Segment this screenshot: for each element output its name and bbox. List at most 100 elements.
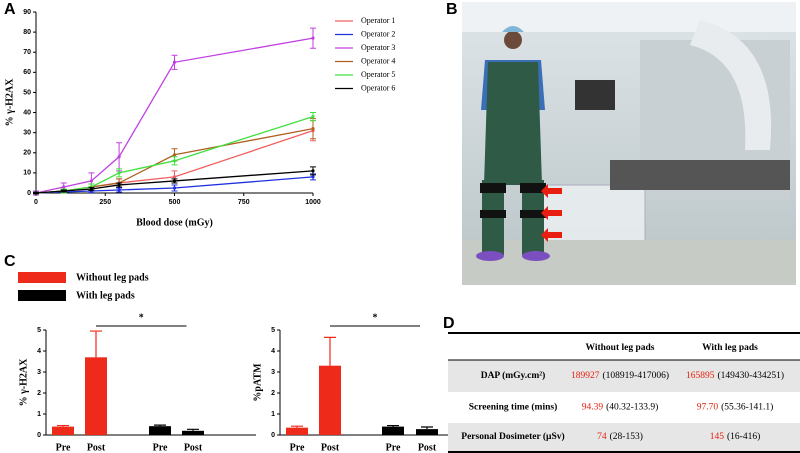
significance-label: * (139, 312, 144, 323)
data-point (172, 175, 177, 179)
y-tick-label: 30 (23, 130, 31, 137)
y-axis-label: %pATM (252, 363, 263, 402)
y-tick-label: 10 (23, 170, 31, 177)
series-line (35, 176, 314, 194)
row-label: Screening time (mins) (469, 402, 557, 413)
bar (85, 357, 107, 435)
x-tick-label: Pre (153, 442, 168, 453)
series-line (35, 37, 314, 194)
data-point (34, 191, 38, 195)
y-tick-label: 20 (23, 150, 31, 157)
legend-label: Operator 3 (361, 43, 395, 52)
cell-value: 97.70 (697, 403, 719, 413)
panel-label: B (446, 1, 458, 18)
x-tick-label: 500 (169, 199, 181, 206)
significance-label: * (373, 312, 378, 323)
column-header: With leg pads (702, 343, 758, 353)
bar (286, 427, 308, 435)
y-tick-label: 60 (23, 69, 31, 76)
bar (319, 365, 341, 435)
bar (149, 426, 171, 435)
y-tick-label: 90 (23, 9, 31, 16)
bar (416, 429, 438, 435)
x-tick-label: 250 (99, 199, 111, 206)
y-tick-label: 4 (271, 348, 275, 355)
y-tick-label: 5 (271, 327, 275, 334)
cell-value: 165895 (686, 371, 715, 381)
table-row-bg (448, 360, 800, 392)
table-cell: 94.39 (40.32-133.9) (582, 402, 659, 413)
y-tick-label: 4 (37, 348, 41, 355)
bar (182, 430, 204, 435)
y-tick-label: 3 (37, 369, 41, 376)
cell-range: (108919-417006) (603, 370, 670, 381)
cell-range: (16-416) (727, 431, 760, 442)
row-label: Personal Dosimeter (µSv) (461, 431, 564, 442)
y-tick-label: 5 (37, 327, 41, 334)
panel-label: D (443, 315, 455, 332)
y-axis-label: % γ-H2AX (4, 78, 15, 127)
data-point (311, 114, 315, 119)
y-tick-label: 1 (37, 411, 41, 418)
error-bar (324, 336, 336, 366)
series-line (35, 170, 314, 194)
error-bar (154, 424, 166, 427)
column-header: Without leg pads (586, 343, 655, 353)
data-point (311, 36, 315, 40)
error-bar (291, 425, 303, 428)
data-point (311, 127, 315, 131)
y-tick-label: 0 (271, 432, 275, 439)
cell-value: 145 (710, 432, 725, 442)
table-cell: 165895 (149430-434251) (686, 370, 784, 381)
data-point (117, 183, 121, 187)
cell-value: 74 (597, 432, 607, 442)
data-point (62, 189, 66, 193)
data-point (172, 186, 177, 190)
cell-value: 189927 (571, 371, 600, 381)
data-point (89, 187, 93, 191)
table-cell: 189927 (108919-417006) (571, 370, 669, 381)
data-point (172, 60, 177, 64)
y-tick-label: 50 (23, 89, 31, 96)
y-tick-label: 40 (23, 109, 31, 116)
error-bar (57, 424, 69, 427)
legend-swatch (18, 290, 66, 301)
y-tick-label: 0 (27, 190, 31, 197)
data-point (172, 153, 177, 157)
cell-range: (40.32-133.9) (606, 402, 658, 413)
y-tick-label: 2 (37, 390, 41, 397)
legend-label: Operator 5 (361, 70, 395, 79)
data-point (311, 169, 315, 173)
x-tick-label: 1000 (305, 199, 321, 206)
table-cell: 97.70 (55.36-141.1) (697, 402, 774, 413)
x-tick-label: Pre (56, 442, 71, 453)
legend-label: Operator 6 (361, 83, 395, 92)
table-row-bg (448, 423, 800, 451)
error-bar (90, 330, 102, 358)
data-point (172, 159, 177, 163)
error-bar (187, 428, 199, 431)
legend-label: Operator 2 (361, 29, 395, 38)
x-tick-label: Post (87, 442, 106, 453)
data-point (117, 155, 121, 159)
data-point (62, 185, 66, 189)
x-axis-label: Blood dose (mGy) (136, 217, 213, 228)
cell-range: (55.36-141.1) (721, 402, 773, 413)
bar (382, 426, 404, 435)
y-tick-label: 0 (37, 432, 41, 439)
legend-label: Operator 1 (361, 16, 395, 25)
legend-label: Without leg pads (76, 272, 149, 283)
y-tick-label: 1 (271, 411, 275, 418)
legend-swatch (18, 272, 66, 283)
panel-label: C (4, 253, 16, 270)
x-tick-label: Post (184, 442, 203, 453)
table-cell: 145 (16-416) (710, 431, 761, 442)
panel-label: A (4, 1, 16, 18)
table-cell: 74 (28-153) (597, 431, 643, 442)
cell-range: (149430-434251) (718, 370, 785, 381)
y-axis-label: % γ-H2AX (18, 358, 29, 407)
data-point (117, 188, 121, 192)
data-point (89, 179, 93, 183)
y-tick-label: 2 (271, 390, 275, 397)
